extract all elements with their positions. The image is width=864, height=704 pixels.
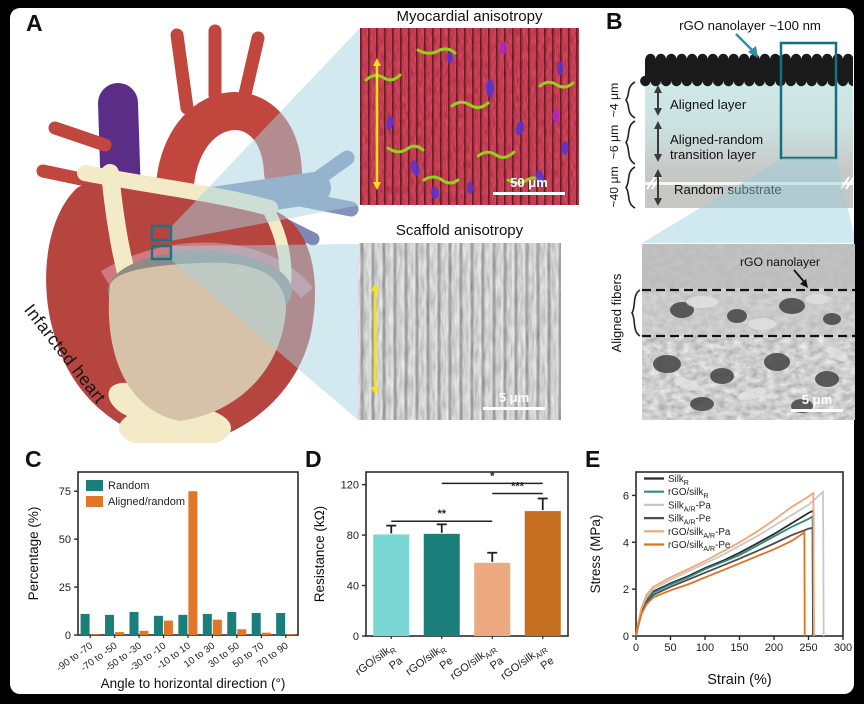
svg-text:6: 6 xyxy=(623,490,629,502)
svg-text:250: 250 xyxy=(799,642,817,654)
note-arrow xyxy=(735,33,758,58)
svg-text:Strain (%): Strain (%) xyxy=(707,672,771,688)
zoom-beam-scaffold xyxy=(170,244,358,420)
sem-side-label: Aligned fibers xyxy=(609,273,624,352)
panel-label-d: D xyxy=(305,446,322,472)
svg-text:rGO/silkR: rGO/silkR xyxy=(668,487,708,500)
svg-text:2: 2 xyxy=(623,584,629,596)
left-vessel-stub xyxy=(48,121,112,152)
aligned-fibers-brace xyxy=(631,289,641,337)
svg-text:25: 25 xyxy=(59,582,71,594)
myocardial-decor xyxy=(364,41,575,199)
svg-text:SilkA/R-Pa: SilkA/R-Pa xyxy=(668,500,711,513)
thickness-arrows xyxy=(654,85,662,206)
svg-text:0: 0 xyxy=(633,642,639,654)
scaffold-inset-title: Scaffold anisotropy xyxy=(395,222,524,239)
scaffold-scalebar: 5 μm xyxy=(483,389,545,410)
panel-label-c: C xyxy=(25,446,42,472)
layer2-name-line1: Aligned-random xyxy=(670,132,763,147)
svg-text:4: 4 xyxy=(623,537,629,549)
svg-text:Pa: Pa xyxy=(387,654,406,672)
scaffold-image: 5 μm xyxy=(358,243,561,420)
svg-text:50: 50 xyxy=(664,642,676,654)
layer2-thickness: ~6 μm xyxy=(610,125,621,159)
break-line xyxy=(645,182,853,185)
svg-text:0: 0 xyxy=(65,630,71,642)
svg-text:*: * xyxy=(490,470,495,482)
zoom-box-1 xyxy=(150,224,173,242)
scalebar-line xyxy=(483,406,545,410)
layer1-name: Aligned layer xyxy=(670,97,747,112)
svg-text:**: ** xyxy=(437,508,446,520)
svg-text:75: 75 xyxy=(59,486,71,498)
zoom-box-2 xyxy=(150,244,173,261)
svg-text:Percentage (%): Percentage (%) xyxy=(26,507,41,601)
scalebar-line xyxy=(493,191,565,195)
svg-text:Random: Random xyxy=(108,480,150,492)
svg-text:SilkR: SilkR xyxy=(668,474,689,487)
svg-text:***: *** xyxy=(511,480,525,492)
zoom-beam-sem xyxy=(642,158,854,243)
panel-label-a: A xyxy=(26,10,43,36)
svg-text:rGO/silkA/R-Pa: rGO/silkA/R-Pa xyxy=(668,527,731,540)
thickness-braces xyxy=(625,81,636,209)
zoom-box-schematic xyxy=(779,41,838,160)
zoom-beam-myocardium xyxy=(170,28,360,241)
svg-text:0: 0 xyxy=(353,631,359,643)
layer3-name: Random substrate xyxy=(674,182,782,197)
scaffold-schematic: Aligned layer Aligned-random transition … xyxy=(610,33,853,209)
svg-text:rGO/silkA/R-Pe: rGO/silkA/R-Pe xyxy=(668,540,731,553)
fiber-stripes xyxy=(358,243,561,420)
zoom-beams-overlay xyxy=(150,28,854,420)
scalebar-text: 5 μm xyxy=(801,391,833,407)
scaffold-texture xyxy=(358,243,561,420)
svg-text:80: 80 xyxy=(347,530,359,542)
svg-text:Aligned/random: Aligned/random xyxy=(108,496,185,508)
aorta-branch xyxy=(170,28,194,115)
svg-text:100: 100 xyxy=(696,642,714,654)
sem-annotation: rGO nanolayer xyxy=(740,255,820,269)
myocardial-inset-title: Myocardial anisotropy xyxy=(396,8,543,25)
layer2-name-line2: transition layer xyxy=(670,147,756,162)
svg-text:Angle to horizontal direction: Angle to horizontal direction (°) xyxy=(101,676,286,691)
layer3-thickness: ~40 μm xyxy=(610,166,621,207)
sem-scalebar: 5 μm xyxy=(791,391,843,412)
aorta-branch xyxy=(236,31,265,110)
resistance-chart: 04080120rGO/silkRParGO/silkRPerGO/silkA/… xyxy=(312,470,569,683)
svg-text:150: 150 xyxy=(730,642,748,654)
sem-cross-section-image: rGO nanolayer 5 μm xyxy=(642,244,855,420)
scalebar-line xyxy=(791,408,843,412)
scaffold-body xyxy=(645,82,853,208)
anisotropy-arrow xyxy=(373,58,381,190)
sem-annotation-arrow xyxy=(793,269,808,288)
scalebar-text: 50 μm xyxy=(510,174,548,190)
aligned-fibers-side: Aligned fibers xyxy=(609,273,641,352)
scalebar-text: 5 μm xyxy=(498,389,530,405)
layer1-thickness: ~4 μm xyxy=(610,83,621,117)
connexin-squiggles xyxy=(364,47,575,185)
svg-text:SilkA/R-Pe: SilkA/R-Pe xyxy=(668,514,711,527)
sem-texture: rGO nanolayer xyxy=(642,244,855,420)
myocardial-image: 50 μm xyxy=(360,28,579,205)
panel-label-e: E xyxy=(585,446,601,472)
svg-text:300: 300 xyxy=(834,642,852,654)
svg-text:0: 0 xyxy=(623,631,629,643)
svg-text:200: 200 xyxy=(765,642,783,654)
pore-blobs xyxy=(653,298,841,413)
nanolayer-note: rGO nanolayer ~100 nm xyxy=(679,18,821,33)
fiber-blobs xyxy=(673,294,848,401)
svg-text:Stress (MPa): Stress (MPa) xyxy=(588,515,603,594)
anisotropy-arrow xyxy=(371,283,379,395)
svg-text:40: 40 xyxy=(347,581,359,593)
svg-text:Resistance (kΩ): Resistance (kΩ) xyxy=(312,506,327,602)
svg-text:50: 50 xyxy=(59,534,71,546)
panel-label-b: B xyxy=(606,8,623,34)
myocardial-scalebar: 50 μm xyxy=(493,174,565,195)
svg-text:120: 120 xyxy=(341,480,359,492)
figure-canvas: A B C D E Infarcted heart Myocard xyxy=(10,8,855,694)
nuclei xyxy=(386,41,569,199)
scaffold-decor xyxy=(371,283,379,395)
